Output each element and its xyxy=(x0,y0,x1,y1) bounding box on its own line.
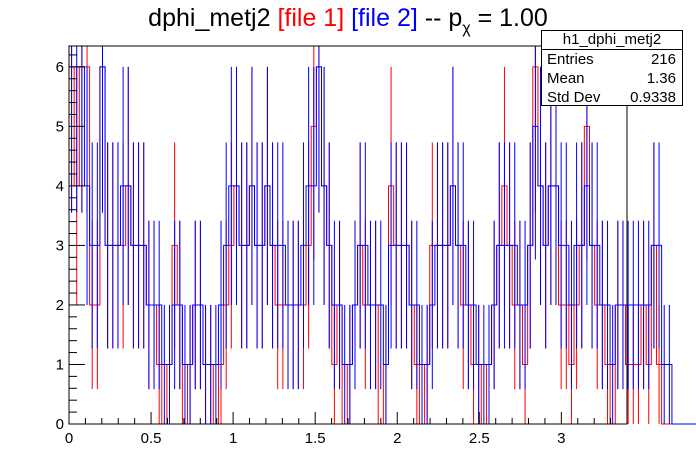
y-tick-label: 0 xyxy=(56,416,64,433)
title-file1: [file 1] xyxy=(277,4,345,32)
series-2-step-line xyxy=(68,66,696,425)
stats-mean-value: 1.36 xyxy=(646,70,676,87)
x-tick-label: 2.5 xyxy=(469,430,490,447)
stats-box: h1_dphi_metj2 Entries 216 Mean 1.36 Std … xyxy=(541,30,683,106)
stats-entries-label: Entries xyxy=(547,51,594,68)
series-layer xyxy=(68,46,696,425)
stats-mean-row: Mean 1.36 xyxy=(542,69,682,88)
stats-entries-value: 216 xyxy=(650,51,676,68)
x-tick-label: 0 xyxy=(65,430,73,447)
stats-stddev-row: Std Dev 0.9338 xyxy=(542,88,682,107)
title-suffix-pre: -- p xyxy=(424,4,463,32)
title-suffix-post: = 1.00 xyxy=(477,4,548,32)
chart-title: dphi_metj2 [file 1] [file 2] -- pχ = 1.0… xyxy=(0,4,696,38)
y-tick-label: 4 xyxy=(56,178,64,195)
stats-name: h1_dphi_metj2 xyxy=(542,31,682,50)
y-tick-label: 2 xyxy=(56,297,64,314)
x-tick-label: 1.5 xyxy=(305,430,326,447)
series-2 xyxy=(68,46,696,425)
stats-mean-label: Mean xyxy=(547,70,585,87)
axis-layer: 0 0.5 1 1.5 2 2.5 3 0 1 2 3 4 5 6 xyxy=(56,45,628,447)
title-file2: [file 2] xyxy=(351,4,418,32)
stats-entries-row: Entries 216 xyxy=(542,50,682,69)
x-tick-label: 2 xyxy=(393,430,401,447)
y-tick-label: 6 xyxy=(56,59,64,76)
title-subscript: χ xyxy=(462,20,471,37)
stats-stddev-label: Std Dev xyxy=(547,89,601,106)
title-base: dphi_metj2 xyxy=(148,4,271,32)
y-tick-label: 3 xyxy=(56,237,64,254)
y-tick-label: 5 xyxy=(56,118,64,135)
x-tick-label: 3 xyxy=(557,430,565,447)
x-tick-label: 1 xyxy=(229,430,237,447)
y-tick-label: 1 xyxy=(56,356,64,373)
stats-stddev-value: 0.9338 xyxy=(630,89,676,106)
x-tick-label: 0.5 xyxy=(141,430,162,447)
